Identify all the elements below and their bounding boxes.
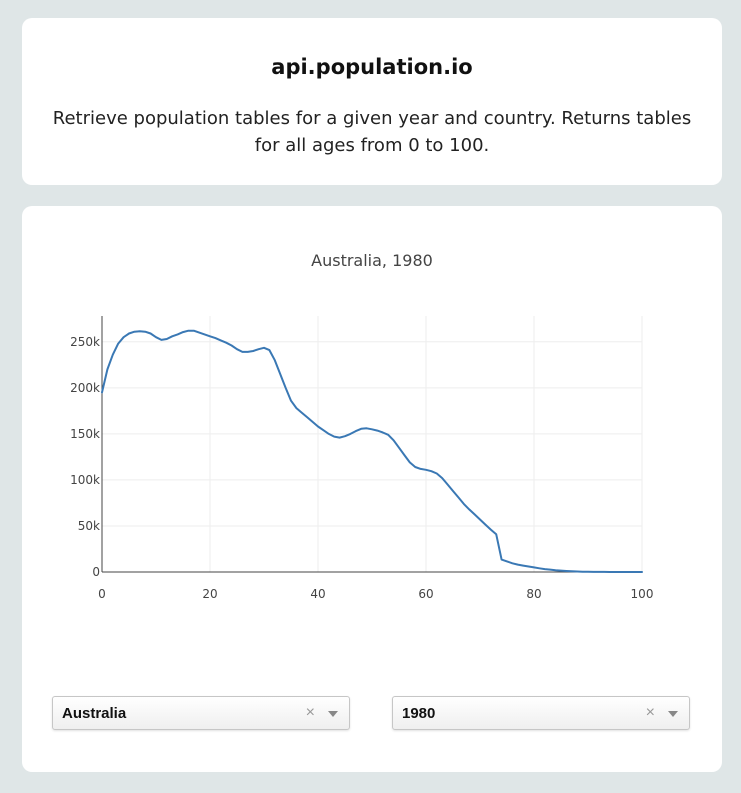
x-tick-label: 20 xyxy=(202,587,217,601)
y-tick-label: 150k xyxy=(70,427,100,441)
y-tick-label: 100k xyxy=(70,473,100,487)
year-select-value: 1980 xyxy=(402,705,436,722)
y-tick-label: 50k xyxy=(78,519,100,533)
x-tick-label: 0 xyxy=(98,587,106,601)
y-tick-label: 250k xyxy=(70,335,100,349)
country-select[interactable]: Australia × xyxy=(52,696,350,730)
chevron-down-icon[interactable] xyxy=(328,711,338,717)
page-title: api.population.io xyxy=(271,55,473,79)
y-tick-label: 200k xyxy=(70,381,100,395)
clear-icon[interactable]: × xyxy=(305,704,315,721)
header-card: api.population.io Retrieve population ta… xyxy=(22,18,722,185)
y-tick-label: 0 xyxy=(92,565,100,579)
country-select-value: Australia xyxy=(62,705,127,722)
page-description: Retrieve population tables for a given y… xyxy=(52,108,692,156)
x-tick-label: 100 xyxy=(631,587,654,601)
x-tick-label: 80 xyxy=(526,587,541,601)
population-chart: Australia, 1980 0 20 40 60 80 100 0 50k 100k 150k… xyxy=(70,251,654,601)
population-series-line xyxy=(101,329,643,573)
clear-icon[interactable]: × xyxy=(645,704,655,721)
chart-title: Australia, 1980 xyxy=(311,251,433,270)
chevron-down-icon[interactable] xyxy=(668,711,678,717)
x-tick-label: 60 xyxy=(418,587,433,601)
year-select[interactable]: 1980 × xyxy=(392,696,690,730)
chart-card: Australia, 1980 0 20 40 60 80 100 0 50k 100k 150k… xyxy=(22,206,722,772)
x-tick-label: 40 xyxy=(310,587,325,601)
